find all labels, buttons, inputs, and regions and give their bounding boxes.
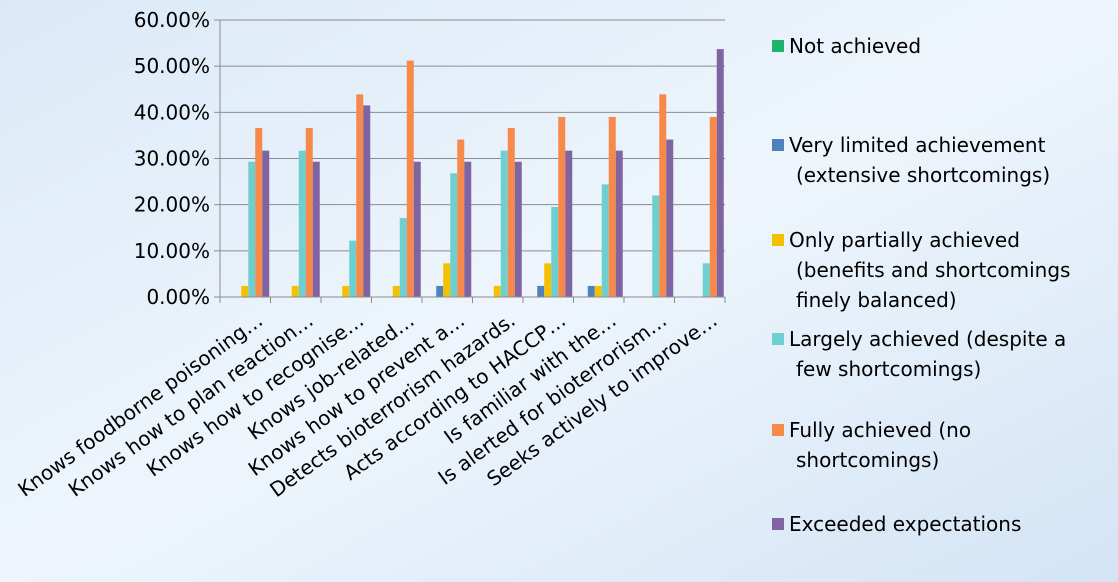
bar	[356, 94, 364, 297]
bar	[594, 285, 602, 297]
bar	[392, 285, 400, 297]
bar	[493, 285, 501, 297]
bar	[558, 116, 566, 297]
y-tick-label: 0.00%	[146, 285, 210, 309]
bar	[666, 139, 674, 297]
bar	[716, 49, 724, 298]
bar	[537, 285, 545, 297]
bar	[298, 150, 306, 297]
bar	[702, 263, 710, 297]
bar	[514, 161, 522, 297]
legend-label: Fully achieved (no shortcomings)	[789, 418, 971, 472]
legend-swatch	[772, 518, 784, 530]
bar	[413, 161, 421, 297]
legend-label: Only partially achieved (benefits and sho…	[789, 228, 1070, 312]
legend-swatch	[772, 234, 784, 246]
bar	[587, 285, 595, 297]
bar	[457, 139, 465, 297]
bar	[305, 128, 313, 297]
bars	[241, 49, 724, 298]
y-tick-label: 50.00%	[134, 54, 210, 78]
bar	[601, 184, 609, 297]
bar	[363, 105, 371, 298]
bar	[443, 263, 451, 297]
bar	[312, 161, 320, 297]
bar	[349, 240, 357, 297]
bar	[399, 218, 407, 297]
bar	[565, 150, 573, 297]
bar	[709, 116, 717, 297]
y-tick-label: 20.00%	[134, 193, 210, 217]
y-tick-label: 40.00%	[134, 100, 210, 124]
bar	[291, 285, 299, 297]
bar	[248, 161, 256, 297]
bar	[241, 285, 249, 297]
bar	[342, 285, 350, 297]
bar	[608, 116, 616, 297]
bar	[652, 195, 660, 297]
bar	[500, 150, 508, 297]
bar	[255, 128, 263, 297]
legend-label: Exceeded expectations	[789, 512, 1021, 536]
bar	[450, 173, 458, 297]
bar	[464, 161, 472, 297]
legend-swatch	[772, 139, 784, 151]
bar	[436, 285, 444, 297]
y-tick-label: 10.00%	[134, 239, 210, 263]
bar	[551, 206, 559, 297]
legend-swatch	[772, 333, 784, 345]
y-tick-label: 60.00%	[134, 8, 210, 32]
legend-label: Largely achieved (despite a few shortcomi…	[789, 327, 1066, 381]
bar	[406, 60, 414, 298]
bar	[544, 263, 552, 297]
legend-swatch	[772, 424, 784, 436]
legend-label: Very limited achievement (extensive short…	[789, 133, 1050, 187]
legend-label: Not achieved	[789, 34, 921, 58]
y-tick-label: 30.00%	[134, 147, 210, 171]
bar	[262, 150, 270, 297]
bar	[659, 94, 667, 297]
bar	[615, 150, 623, 297]
bar	[507, 128, 515, 297]
legend: Not achieved Very limited achievement (ext…	[772, 34, 1070, 536]
legend-swatch	[772, 40, 784, 52]
y-axis: 0.00% 10.00% 20.00% 30.00% 40.00% 50.00% 60.00…	[134, 8, 221, 309]
